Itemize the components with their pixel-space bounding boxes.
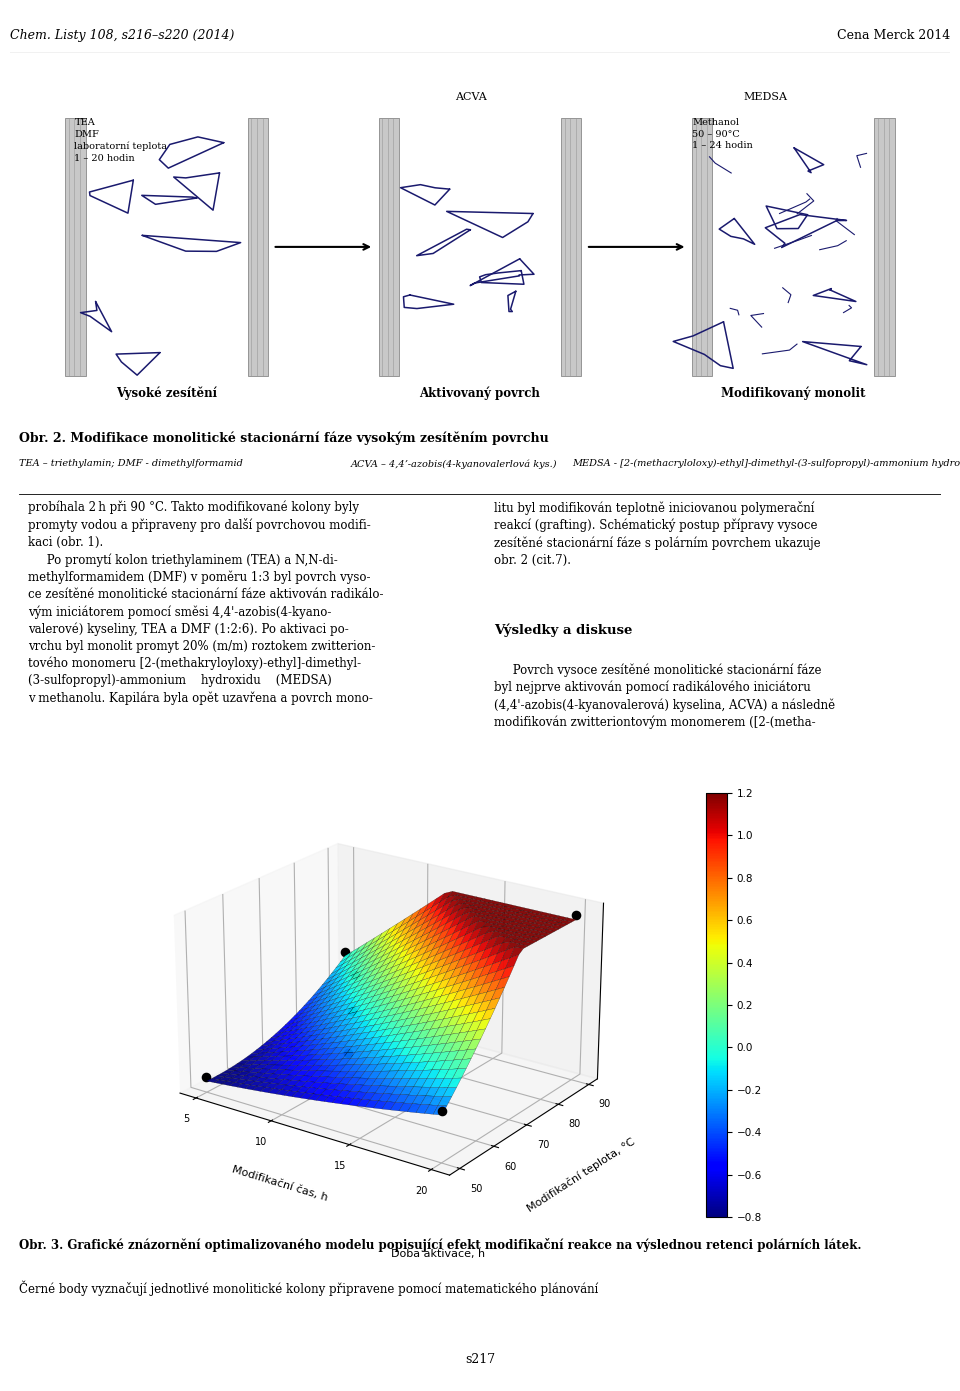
Text: litu byl modifikován teplotně iniciovanou polymerační
reakcí (grafting). Schémat: litu byl modifikován teplotně iniciovano… — [493, 501, 821, 566]
Text: MEDSA: MEDSA — [744, 92, 788, 102]
Bar — [692, 118, 712, 376]
Text: Povrch vysoce zesítěné monolitické stacionární fáze
byl nejprve aktivován pomocí: Povrch vysoce zesítěné monolitické staci… — [493, 664, 835, 729]
Text: Výsledky a diskuse: Výsledky a diskuse — [493, 623, 633, 637]
Bar — [561, 118, 582, 376]
Text: Aktivovaný povrch: Aktivovaný povrch — [420, 387, 540, 401]
Text: probíhala 2 h při 90 °C. Takto modifikované kolony byly
promyty vodou a připrave: probíhala 2 h při 90 °C. Takto modifikov… — [29, 501, 384, 705]
Text: Obr. 3. Grafické znázornění optimalizovaného modelu popisující efekt modifikační: Obr. 3. Grafické znázornění optimalizova… — [19, 1238, 862, 1252]
Bar — [65, 118, 85, 376]
Text: s217: s217 — [465, 1353, 495, 1366]
Text: Černé body vyznačují jednotlivé monolitické kolony připravene pomocí matematické: Černé body vyznačují jednotlivé monoliti… — [19, 1280, 598, 1295]
Text: TEA – triethylamin; DMF - dimethylformamid: TEA – triethylamin; DMF - dimethylformam… — [19, 459, 243, 467]
Text: TEA
DMF
laboratorní teplota
1 – 20 hodin: TEA DMF laboratorní teplota 1 – 20 hodin — [75, 118, 167, 163]
X-axis label: Modifikační čas, h: Modifikační čas, h — [230, 1164, 328, 1203]
Text: Vysoké zesítění: Vysoké zesítění — [116, 387, 217, 401]
Text: Modifikovaný monolit: Modifikovaný monolit — [721, 387, 866, 401]
Text: Methanol
50 – 90°C
1 – 24 hodin: Methanol 50 – 90°C 1 – 24 hodin — [692, 118, 753, 150]
Text: Cena Merck 2014: Cena Merck 2014 — [837, 29, 950, 42]
Text: Chem. Listy 108, s216–s220 (2014): Chem. Listy 108, s216–s220 (2014) — [10, 29, 234, 42]
Text: Doba aktivace, h: Doba aktivace, h — [391, 1249, 486, 1259]
Bar — [378, 118, 399, 376]
Bar — [875, 118, 895, 376]
Text: MEDSA - [2-(methacryloloxy)-ethyl]-dimethyl-(3-sulfopropyl)-ammonium hydroxid: MEDSA - [2-(methacryloloxy)-ethyl]-dimet… — [572, 459, 960, 469]
Text: ACVA: ACVA — [455, 92, 487, 102]
Y-axis label: Modifikační teplota, °C: Modifikační teplota, °C — [526, 1136, 637, 1214]
Text: ACVA – 4,4ʼ-azobis(4-kyanovalerlová kys.): ACVA – 4,4ʼ-azobis(4-kyanovalerlová kys.… — [351, 459, 558, 469]
Text: Obr. 2. Modifikace monolitické stacionární fáze vysokým zesítěním povrchu: Obr. 2. Modifikace monolitické stacionár… — [19, 431, 549, 445]
Bar — [248, 118, 268, 376]
